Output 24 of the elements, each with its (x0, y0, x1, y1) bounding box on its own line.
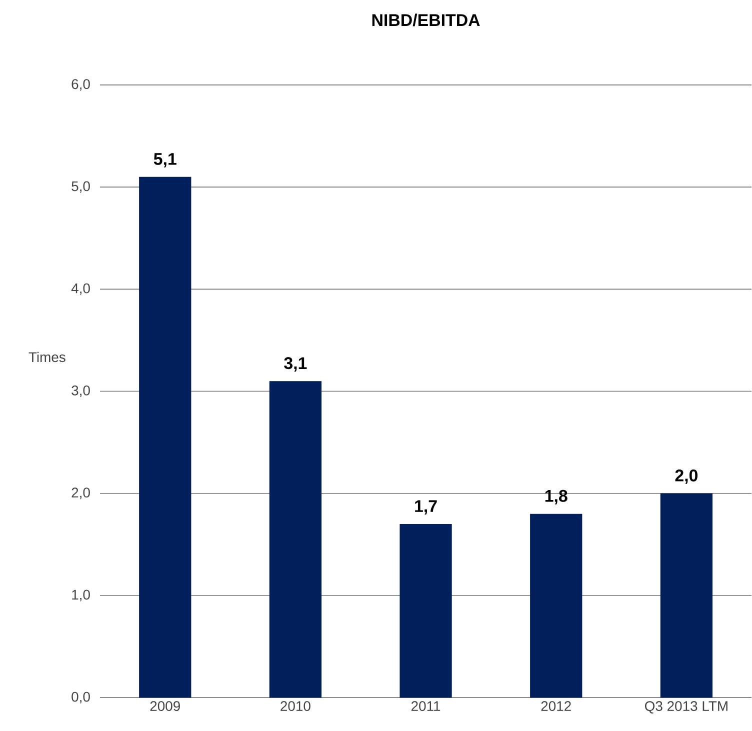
data-label: 1,8 (545, 490, 568, 505)
y-tick-label: 3,0 (72, 386, 90, 398)
chart-title: NIBD/EBITDA (372, 14, 480, 26)
x-tick-label: Q3 2013 LTM (644, 701, 728, 714)
x-tick-label: 2010 (280, 701, 310, 712)
y-tick-label: 2,0 (72, 488, 90, 500)
data-label: 5,1 (154, 153, 176, 168)
data-label: 3,1 (284, 357, 307, 372)
y-tick-label: 4,0 (71, 284, 90, 296)
data-label: 1,7 (415, 500, 437, 515)
y-tick-label: 0,0 (72, 692, 90, 704)
y-tick-label: 5,0 (72, 181, 90, 194)
y-tick-label: 1,0 (72, 590, 90, 602)
data-label: 2,0 (675, 470, 698, 484)
x-tick-label: 2009 (150, 701, 180, 712)
bar (400, 524, 452, 698)
bar (660, 494, 713, 698)
y-axis-title: Times (28, 352, 66, 362)
bar (139, 177, 192, 698)
x-tick-label: 2012 (541, 701, 571, 712)
x-tick-label: 2011 (411, 701, 440, 712)
bar (530, 514, 582, 698)
bar (269, 381, 322, 698)
y-tick-label: 6,0 (72, 79, 90, 91)
